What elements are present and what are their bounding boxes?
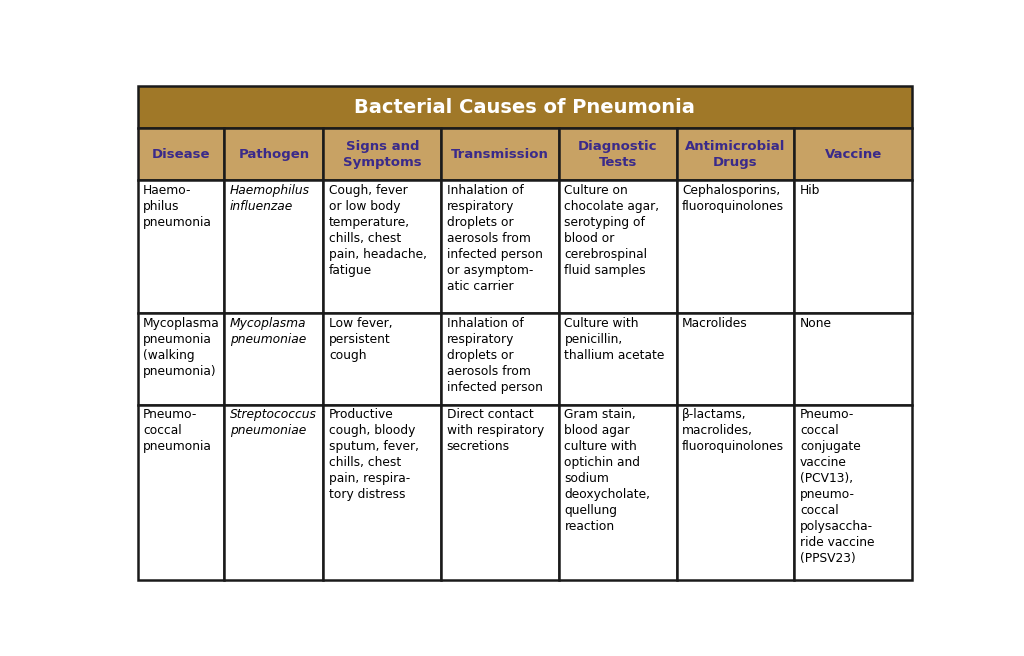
Text: Pneumo-
coccal
conjugate
vaccine
(PCV13),
pneumo-
coccal
polysaccha-
ride vaccin: Pneumo- coccal conjugate vaccine (PCV13)…: [800, 408, 874, 565]
Text: Pathogen: Pathogen: [239, 148, 309, 161]
Bar: [224, 314, 324, 405]
Bar: [324, 180, 441, 314]
Bar: [441, 314, 559, 405]
Bar: [224, 405, 324, 580]
Text: Vaccine: Vaccine: [824, 148, 882, 161]
Bar: [795, 405, 912, 580]
Bar: [224, 180, 324, 314]
Bar: [441, 405, 559, 580]
Bar: [137, 180, 224, 314]
Text: Hib: Hib: [800, 184, 820, 197]
Bar: [137, 314, 224, 405]
Bar: [559, 128, 677, 180]
Bar: [795, 128, 912, 180]
Bar: [559, 180, 677, 314]
Bar: [441, 180, 559, 314]
Text: Pneumo-
coccal
pneumonia: Pneumo- coccal pneumonia: [143, 408, 212, 453]
Text: Signs and
Symptoms: Signs and Symptoms: [343, 140, 422, 169]
Bar: [137, 128, 224, 180]
Text: Low fever,
persistent
cough: Low fever, persistent cough: [329, 317, 392, 362]
Text: Antimicrobial
Drugs: Antimicrobial Drugs: [685, 140, 785, 169]
Text: Bacterial Causes of Pneumonia: Bacterial Causes of Pneumonia: [354, 98, 695, 117]
Bar: [137, 87, 912, 128]
Bar: [324, 128, 441, 180]
Bar: [137, 405, 224, 580]
Bar: [677, 314, 795, 405]
Text: Streptococcus
pneumoniae: Streptococcus pneumoniae: [229, 408, 316, 437]
Bar: [559, 405, 677, 580]
Bar: [677, 128, 795, 180]
Text: None: None: [800, 317, 831, 330]
Text: Mycoplasma
pneumonia
(walking
pneumonia): Mycoplasma pneumonia (walking pneumonia): [143, 317, 220, 378]
Text: Culture on
chocolate agar,
serotyping of
blood or
cerebrospinal
fluid samples: Culture on chocolate agar, serotyping of…: [564, 184, 659, 277]
Bar: [559, 314, 677, 405]
Text: Mycoplasma
pneumoniae: Mycoplasma pneumoniae: [229, 317, 306, 346]
Text: Culture with
penicillin,
thallium acetate: Culture with penicillin, thallium acetat…: [564, 317, 665, 362]
Text: Inhalation of
respiratory
droplets or
aerosols from
infected person
or asymptom-: Inhalation of respiratory droplets or ae…: [446, 184, 543, 293]
Bar: [224, 128, 324, 180]
Bar: [795, 180, 912, 314]
Bar: [677, 405, 795, 580]
Text: Gram stain,
blood agar
culture with
optichin and
sodium
deoxycholate,
quellung
r: Gram stain, blood agar culture with opti…: [564, 408, 650, 533]
Text: Diagnostic
Tests: Diagnostic Tests: [578, 140, 657, 169]
Text: Disease: Disease: [152, 148, 210, 161]
Bar: [324, 314, 441, 405]
Text: β-lactams,
macrolides,
fluoroquinolones: β-lactams, macrolides, fluoroquinolones: [682, 408, 784, 453]
Bar: [324, 405, 441, 580]
Bar: [677, 180, 795, 314]
Bar: [441, 128, 559, 180]
Text: Transmission: Transmission: [452, 148, 549, 161]
Text: Productive
cough, bloody
sputum, fever,
chills, chest
pain, respira-
tory distre: Productive cough, bloody sputum, fever, …: [329, 408, 419, 501]
Text: Macrolides: Macrolides: [682, 317, 748, 330]
Text: Haemo-
philus
pneumonia: Haemo- philus pneumonia: [143, 184, 212, 228]
Text: Cephalosporins,
fluoroquinolones: Cephalosporins, fluoroquinolones: [682, 184, 784, 213]
Text: Haemophilus
influenzae: Haemophilus influenzae: [229, 184, 310, 213]
Bar: [795, 314, 912, 405]
Text: Cough, fever
or low body
temperature,
chills, chest
pain, headache,
fatigue: Cough, fever or low body temperature, ch…: [329, 184, 427, 277]
Text: Direct contact
with respiratory
secretions: Direct contact with respiratory secretio…: [446, 408, 544, 453]
Text: Inhalation of
respiratory
droplets or
aerosols from
infected person: Inhalation of respiratory droplets or ae…: [446, 317, 543, 394]
